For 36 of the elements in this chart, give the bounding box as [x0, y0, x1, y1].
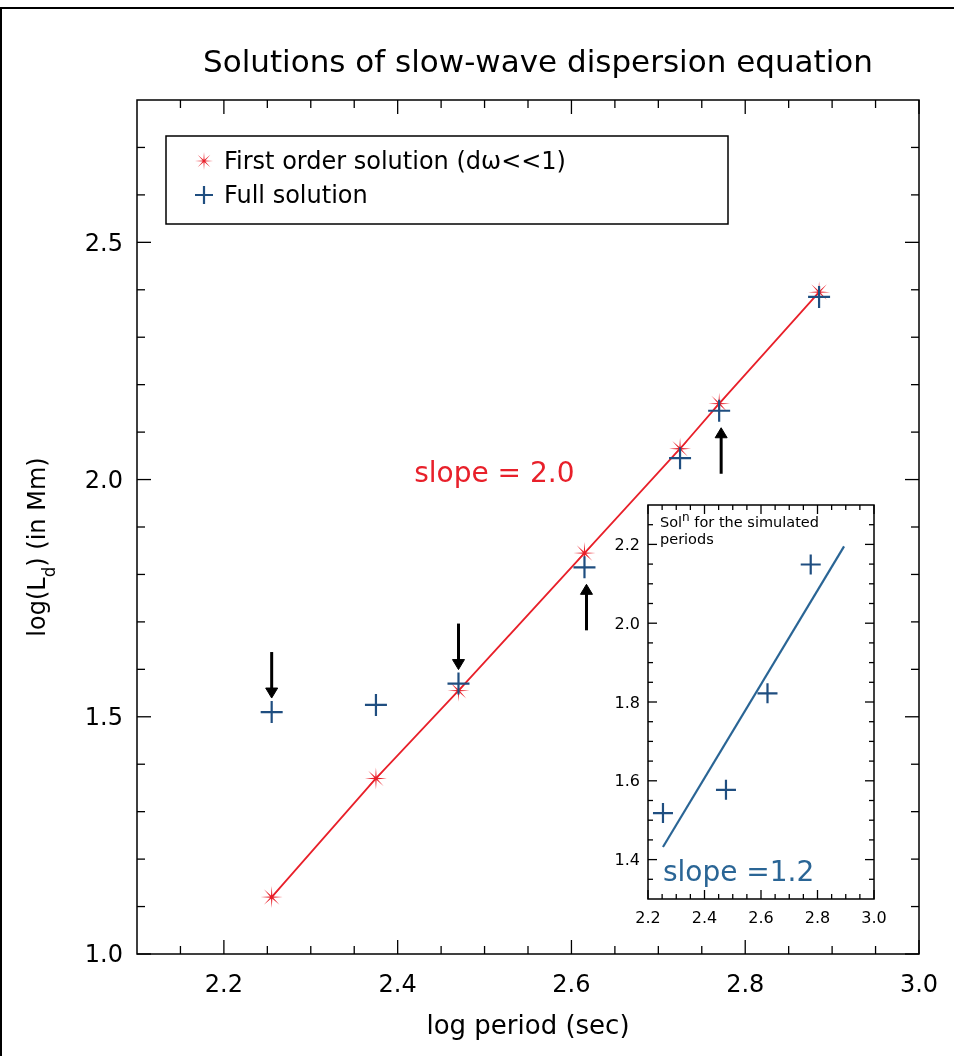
x-tick-label: 2.6: [552, 970, 591, 998]
y-tick-label: 1.4: [614, 850, 640, 870]
point: [447, 672, 470, 695]
point: [364, 693, 387, 716]
y-tick-label: 1.5: [84, 703, 123, 732]
x-tick-label: 2.8: [726, 970, 765, 998]
y-tick-label: 1.8: [614, 692, 640, 712]
point: [669, 447, 692, 470]
point: [708, 399, 731, 422]
x-tick-label: 2.8: [804, 908, 831, 927]
legend-label: First order solution (dω<<1): [224, 147, 566, 176]
y-tick-label: 2.0: [614, 613, 640, 633]
text: Sol$^{n}$ for the simulated periods: [660, 509, 820, 548]
y-tick-label: 2.2: [614, 535, 640, 554]
x-tick-label: 2.4: [378, 970, 417, 998]
point: [260, 701, 283, 724]
x-tick-label: 3.0: [899, 970, 939, 998]
point: [652, 803, 673, 824]
chart-title: Solutions of slow-wave dispersion equation: [203, 43, 873, 79]
y-tick-label: 2.5: [84, 228, 123, 257]
x-tick-label: 2.6: [748, 908, 774, 927]
x-tick-label: 2.4: [691, 908, 718, 927]
x-tick-label: 3.0: [861, 908, 887, 927]
legend-label: Full solution: [224, 181, 368, 210]
y-tick-label: 1.6: [614, 771, 640, 791]
point: [715, 779, 736, 800]
x-axis-title: log period (sec): [426, 1010, 630, 1040]
y-tick-label: 1.0: [84, 940, 123, 969]
x-tick-label: 2.2: [204, 970, 243, 998]
point: [757, 683, 778, 704]
y-tick-label: 2.0: [84, 465, 123, 494]
point: [573, 556, 596, 579]
annotation: slope =1.2: [662, 855, 815, 889]
point: [800, 554, 821, 575]
annotation: slope = 2.0: [414, 456, 575, 490]
x-tick-label: 2.2: [635, 908, 661, 927]
